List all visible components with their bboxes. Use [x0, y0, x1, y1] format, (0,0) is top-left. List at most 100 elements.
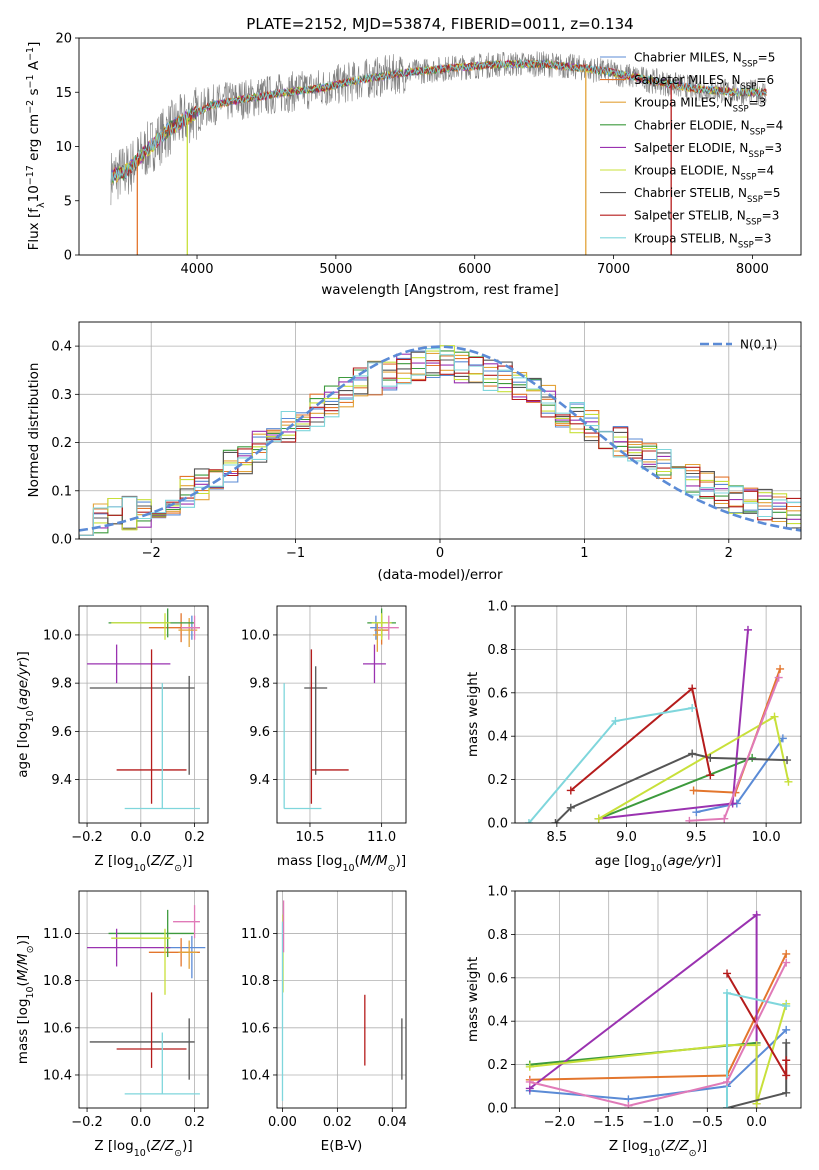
- weight-marker: [723, 1104, 732, 1108]
- weight-marker: [551, 819, 560, 823]
- weight-marker: [566, 786, 575, 795]
- error-bar-point: [283, 683, 322, 810]
- x-tick-label: 9.5: [686, 830, 707, 845]
- plot-area: [110, 51, 767, 255]
- weight-marker: [692, 808, 701, 817]
- plot-area: [283, 608, 399, 810]
- y-tick-label: 9.8: [51, 677, 72, 692]
- tick-labels: 10.5 11.0 9.4 9.6 9.8 10.0: [241, 628, 396, 845]
- error-bar-point: [111, 613, 171, 640]
- residual-distribution-panel: −2 −1 0 1 2 0.0 0.1 0.2 0.3 0.4 N(0,1) (data-model)…: [26, 321, 802, 583]
- error-bar-point: [89, 1018, 195, 1080]
- y-tick-label: 1.0: [487, 885, 508, 900]
- weight-marker: [525, 1077, 534, 1086]
- x-axis-label: Z [log10(Z/Z⊙)]: [94, 853, 192, 874]
- error-bar-point: [89, 675, 195, 775]
- y-axis-label: Flux [fλ10−17 erg cm−2 s−1 A−1]: [25, 42, 47, 251]
- tick-labels: −2.0 −1.5 −1.0 −0.5 0.0 0.0 0.2 0.4 0.6 0.8 1.0: [487, 885, 767, 1131]
- weight-vs-age-panel: 8.5 9.0 9.5 10.0 0.0 0.2 0.4 0.6 0.8 1.0 age [log1…: [465, 600, 802, 874]
- y-tick-label: 0.6: [487, 686, 508, 701]
- tick-labels: 0.00 0.02 0.04 10.4 10.6 10.8 11.0: [241, 927, 407, 1130]
- y-tick-label: 10.8: [43, 974, 72, 989]
- tick-labels: −0.2 0.0 0.2 10.4 10.6 10.8 11.0: [43, 927, 205, 1130]
- plot-area: [87, 905, 206, 1095]
- y-tick-label: 9.6: [249, 725, 270, 740]
- weight-line: [554, 752, 788, 823]
- grid-lines: [277, 891, 406, 1108]
- x-tick-label: −1.0: [642, 1115, 674, 1130]
- y-tick-label: 9.4: [51, 773, 72, 788]
- error-bar-point: [111, 928, 171, 995]
- weight-marker: [782, 1088, 791, 1097]
- legend-label: Kroupa MILES, NSSP=3: [634, 96, 766, 115]
- error-bar-point: [310, 649, 349, 804]
- weight-marker: [720, 814, 729, 823]
- error-bar-point: [378, 615, 399, 640]
- tick-labels: −2 −1 0 1 2 0.0 0.1 0.2 0.3 0.4: [51, 340, 733, 561]
- legend-label: Kroupa ELODIE, NSSP=4: [634, 164, 774, 183]
- legend-label: Salpeter ELODIE, NSSP=3: [634, 141, 782, 160]
- x-tick-label: 0.04: [378, 1115, 407, 1130]
- weight-marker: [782, 1002, 791, 1011]
- error-bar-point: [363, 644, 386, 684]
- error-bar-point: [304, 666, 328, 775]
- model-spectrum-line: [110, 58, 767, 185]
- legend-label: Chabrier STELIB, NSSP=5: [634, 186, 781, 205]
- x-tick-label: 11.0: [367, 830, 396, 845]
- model-spectrum-line: [110, 59, 767, 185]
- error-bar-point: [178, 940, 198, 969]
- y-tick-label: 0.2: [487, 1058, 508, 1073]
- x-tick-label: 9.0: [616, 830, 637, 845]
- error-bar-point: [87, 928, 171, 967]
- axes-frame: [78, 605, 209, 824]
- y-tick-label: 20: [55, 32, 72, 47]
- error-bar-point: [124, 1032, 200, 1095]
- y-tick-label: 0.3: [51, 388, 72, 403]
- weight-marker: [752, 910, 761, 919]
- axes-frame: [78, 321, 802, 540]
- y-tick-label: 9.4: [249, 773, 270, 788]
- weight-marker: [524, 819, 533, 823]
- weight-marker: [566, 803, 575, 812]
- y-tick-label: 0.6: [487, 971, 508, 986]
- y-tick-label: 0.0: [487, 817, 508, 832]
- weight-marker: [611, 717, 620, 726]
- x-tick-label: 0: [436, 546, 444, 561]
- plot-area: [525, 910, 791, 1108]
- y-axis-label: mass [log10(M/M⊙)]: [15, 935, 36, 1064]
- axes-frame: [514, 605, 802, 824]
- weight-marker: [782, 949, 791, 958]
- error-bar-point: [181, 615, 200, 640]
- weight-marker: [782, 958, 791, 967]
- y-axis-label: age [log10(age/yr)]: [15, 651, 36, 777]
- spectrum-panel: 4000 5000 6000 7000 8000 0 5 10 15 20 Chabrier MIL…: [25, 32, 802, 298]
- weight-marker: [782, 1038, 791, 1047]
- mass-vs-z-panel: −0.2 0.0 0.2 10.4 10.6 10.8 11.0 Z [log10(Z/Z⊙)…: [15, 890, 209, 1159]
- age-vs-mass-panel: 10.5 11.0 9.4 9.6 9.8 10.0 mass [log10(M/M⊙)]: [241, 605, 407, 874]
- x-tick-label: −0.5: [692, 1115, 724, 1130]
- weight-marker: [723, 1077, 732, 1086]
- y-tick-label: 11.0: [241, 927, 270, 942]
- x-tick-label: 0.02: [323, 1115, 352, 1130]
- legend-label: Chabrier MILES, NSSP=5: [634, 51, 775, 70]
- y-axis-label: mass weight: [465, 957, 481, 1042]
- y-tick-label: 10.6: [43, 1021, 72, 1036]
- error-bar-point: [373, 622, 382, 652]
- error-bar-point: [173, 905, 200, 939]
- error-bar-point: [116, 992, 187, 1068]
- y-tick-label: 9.6: [51, 725, 72, 740]
- legend-label: Salpeter STELIB, NSSP=3: [634, 209, 779, 228]
- x-tick-label: 0.2: [184, 830, 205, 845]
- grid-lines: [79, 606, 208, 823]
- y-tick-label: 11.0: [43, 927, 72, 942]
- y-tick-label: 0.2: [51, 436, 72, 451]
- figure-title: PLATE=2152, MJD=53874, FIBERID=0011, z=0…: [246, 15, 633, 33]
- x-axis-label: wavelength [Angstrom, rest frame]: [321, 282, 559, 298]
- weight-marker: [782, 1071, 791, 1080]
- y-tick-label: 0.4: [487, 730, 508, 745]
- x-tick-label: 0.0: [746, 1115, 767, 1130]
- plot-area: [79, 345, 801, 539]
- x-axis-label: mass [log10(M/M⊙)]: [277, 853, 406, 874]
- y-tick-label: 10.4: [241, 1068, 270, 1083]
